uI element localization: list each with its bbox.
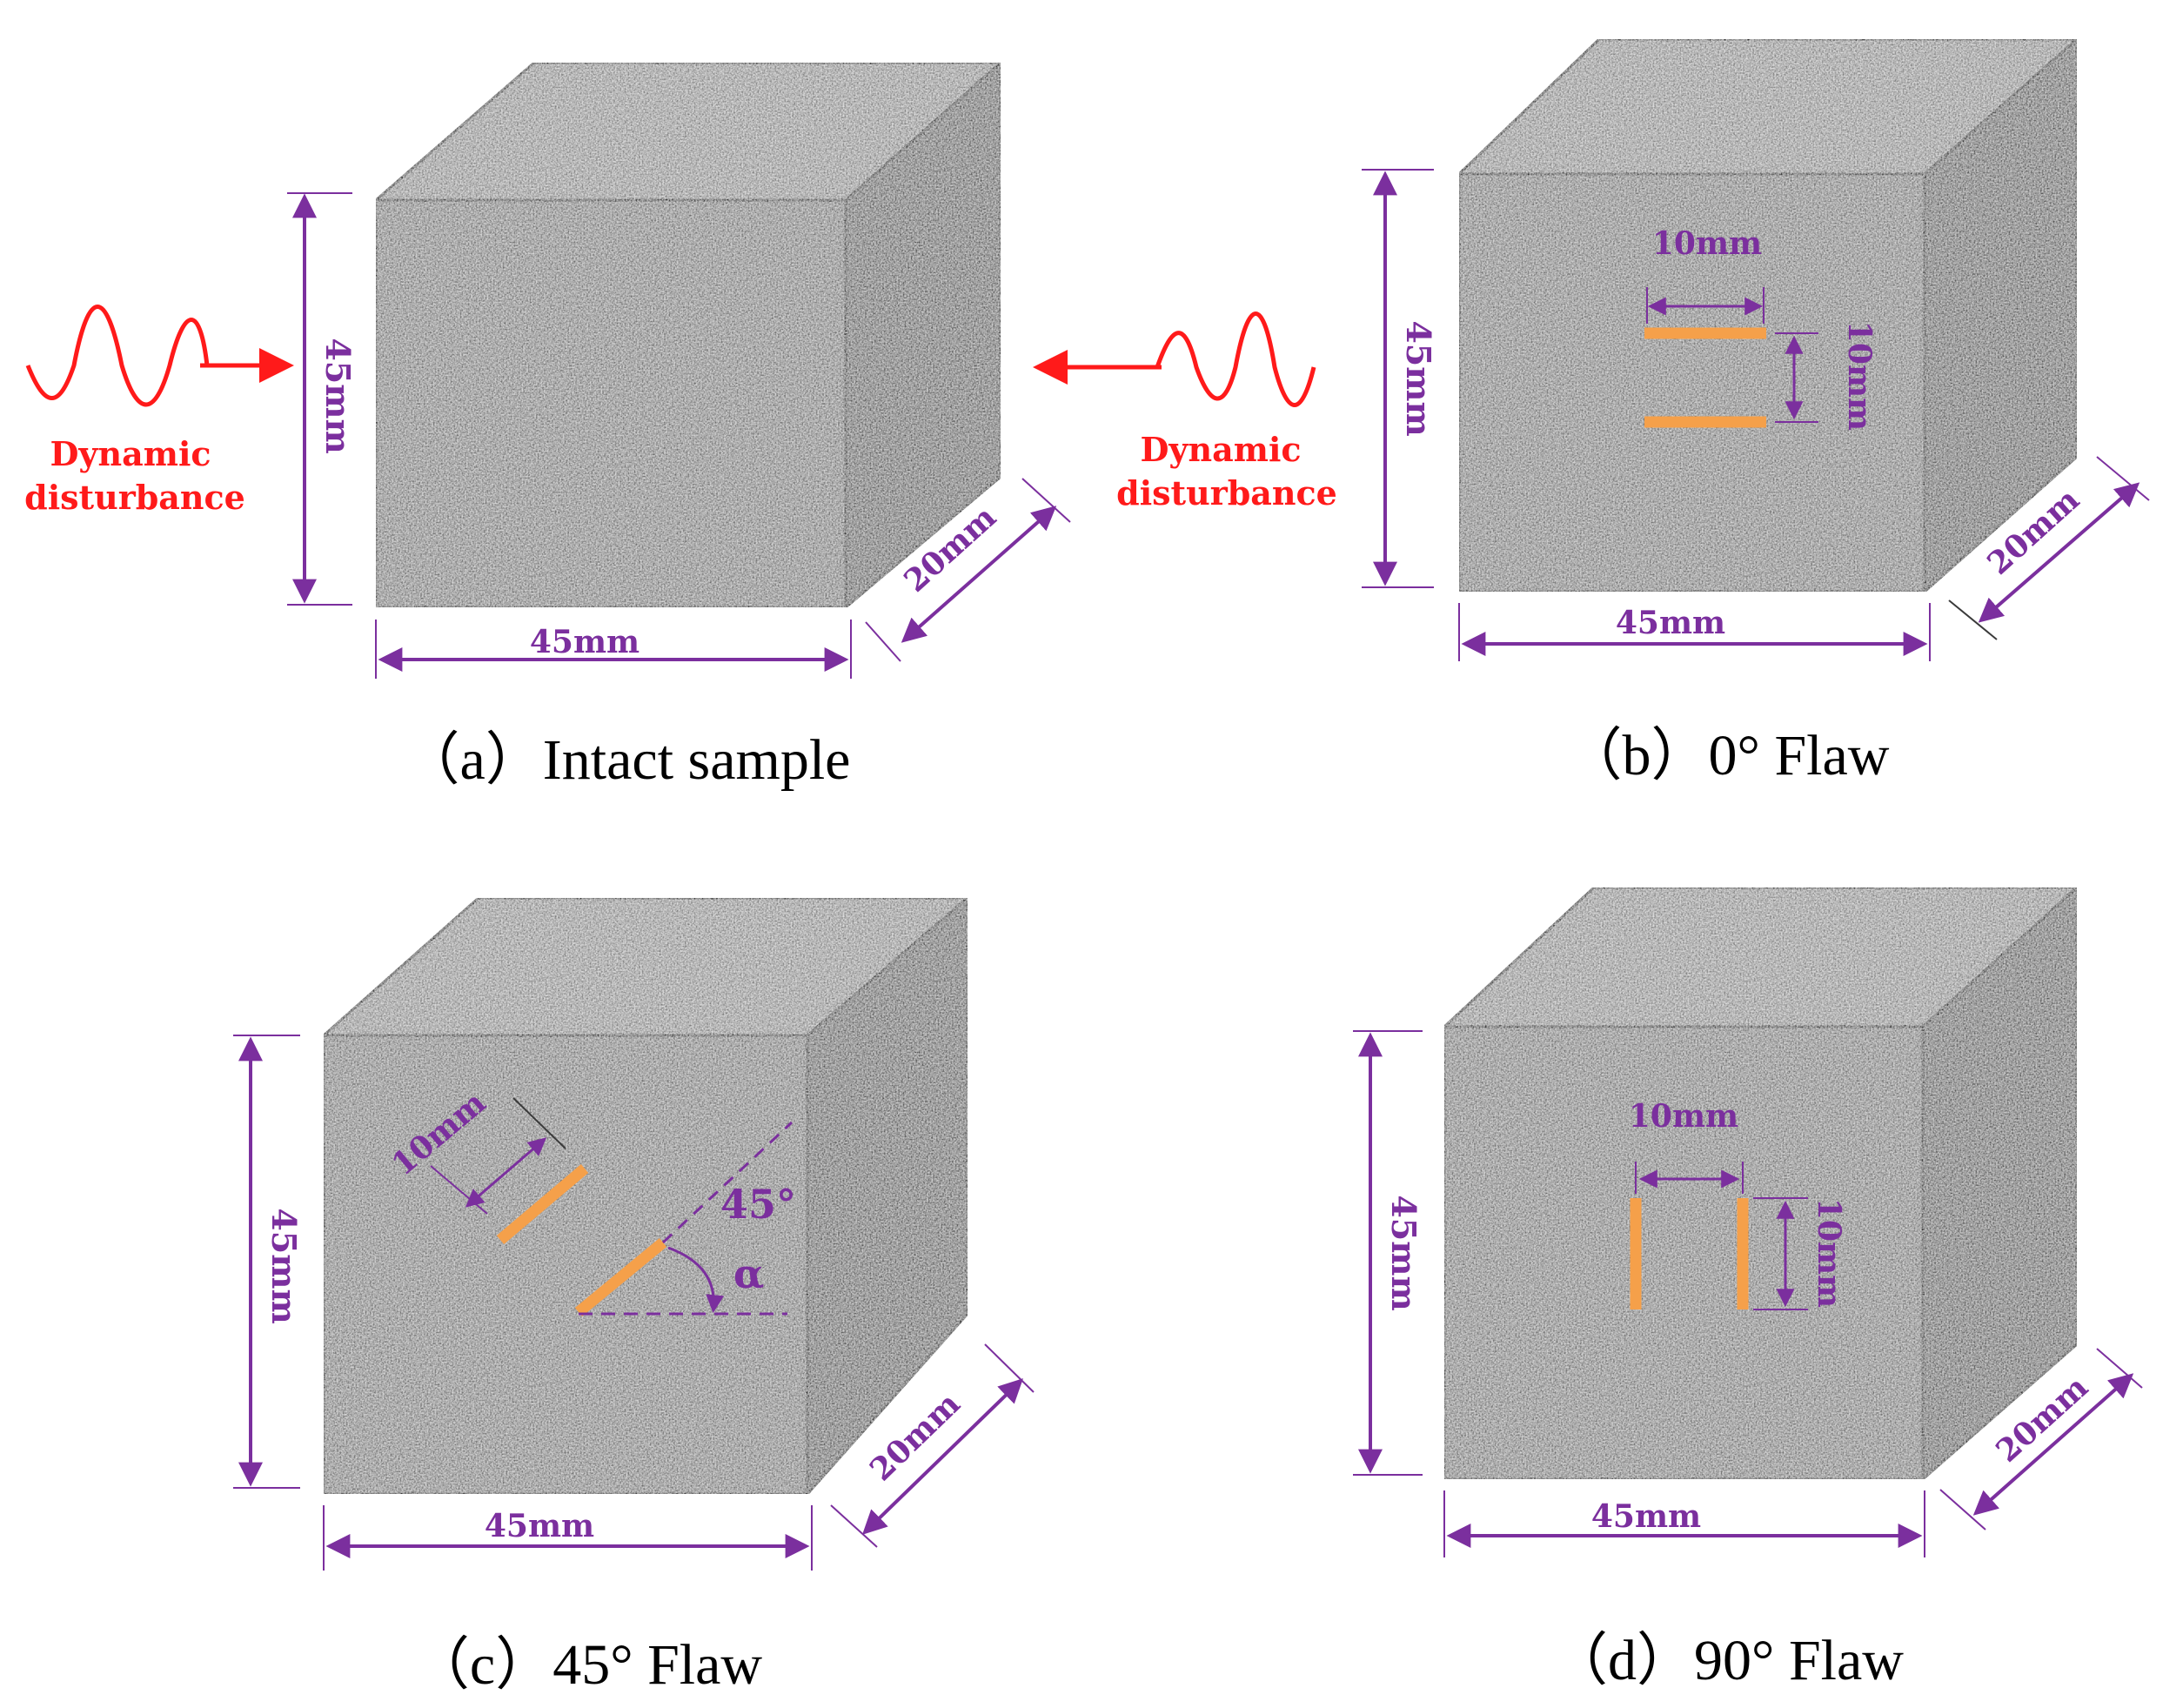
- dim-ext-line: [830, 1504, 878, 1548]
- flaw-angle-guide: [661, 1121, 794, 1244]
- disturbance-wave-left: [25, 305, 210, 407]
- panel-d: 10mm 10mm 45mm 45mm 20mm （d）90° Flaw: [1353, 884, 2143, 1692]
- angle-arc: [667, 1246, 725, 1314]
- caption-d: （d）90° Flaw: [1550, 1629, 1904, 1692]
- dim-ext-line: [1948, 599, 1998, 640]
- cube-front-face: [1457, 172, 1926, 593]
- disturbance-label-right-2: disturbance: [1116, 473, 1337, 512]
- flaw-length-arrow: [465, 1137, 547, 1208]
- angle-symbol: α: [733, 1250, 764, 1297]
- height-label: 45mm: [1384, 1195, 1423, 1310]
- disturbance-label-left-1: Dynamic: [50, 434, 211, 473]
- dim-ext-line: [1939, 1489, 1986, 1531]
- cube-front-face: [322, 1034, 809, 1496]
- dim-ext-line: [984, 1343, 1035, 1393]
- dim-ext-line: [865, 621, 901, 662]
- height-label: 45mm: [318, 338, 358, 453]
- flaw-spacing-label: 10mm: [1841, 321, 1878, 431]
- flaw-45deg-lower: [574, 1237, 667, 1317]
- width-label: 45mm: [485, 1508, 594, 1544]
- caption-b: （b）0° Flaw: [1565, 724, 1890, 787]
- angle-label: 45°: [720, 1181, 796, 1228]
- width-label: 45mm: [1591, 1498, 1701, 1535]
- cube-c: [320, 894, 972, 1497]
- disturbance-label-left-2: disturbance: [24, 478, 245, 517]
- depth-dimension-arrow: [1978, 482, 2140, 623]
- dim-ext-line: [430, 1165, 488, 1215]
- height-label: 45mm: [1399, 320, 1438, 436]
- dim-ext-line: [2096, 456, 2150, 501]
- panel-c: 10mm 45° α 45mm 45mm 20mm （c）45° Flaw: [233, 894, 1035, 1697]
- caption-a: （a）Intact sample: [403, 728, 851, 792]
- disturbance-label-right-1: Dynamic: [1140, 430, 1301, 469]
- cube-d: [1441, 884, 2080, 1483]
- cube-front-face: [1443, 1025, 1925, 1481]
- height-label: 45mm: [265, 1208, 304, 1323]
- depth-dimension-arrow: [901, 506, 1057, 643]
- cube-front-face: [374, 198, 847, 609]
- depth-dimension-arrow: [861, 1378, 1024, 1535]
- cube-b: [1456, 36, 2080, 595]
- panel-b: 10mm 10mm 45mm 45mm 20mm Dynamic disturb…: [1033, 36, 2150, 787]
- dim-ext-line: [1021, 478, 1071, 523]
- panel-a: 45mm 45mm 20mm Dynamic disturbance （a）In…: [24, 59, 1071, 792]
- dim-ext-line: [2096, 1348, 2143, 1389]
- flaw-length-label: 10mm: [1811, 1198, 1847, 1308]
- caption-c: （c）45° Flaw: [412, 1633, 763, 1697]
- cube-a: [372, 59, 1004, 611]
- disturbance-wave-right: [1155, 311, 1316, 407]
- flaw-spacing-label: 10mm: [1629, 1098, 1738, 1135]
- depth-dimension-arrow: [1972, 1373, 2134, 1516]
- width-label: 45mm: [1616, 605, 1725, 641]
- flaw-length-label: 10mm: [1652, 225, 1762, 262]
- dim-ext-line: [512, 1097, 566, 1149]
- width-label: 45mm: [530, 624, 639, 660]
